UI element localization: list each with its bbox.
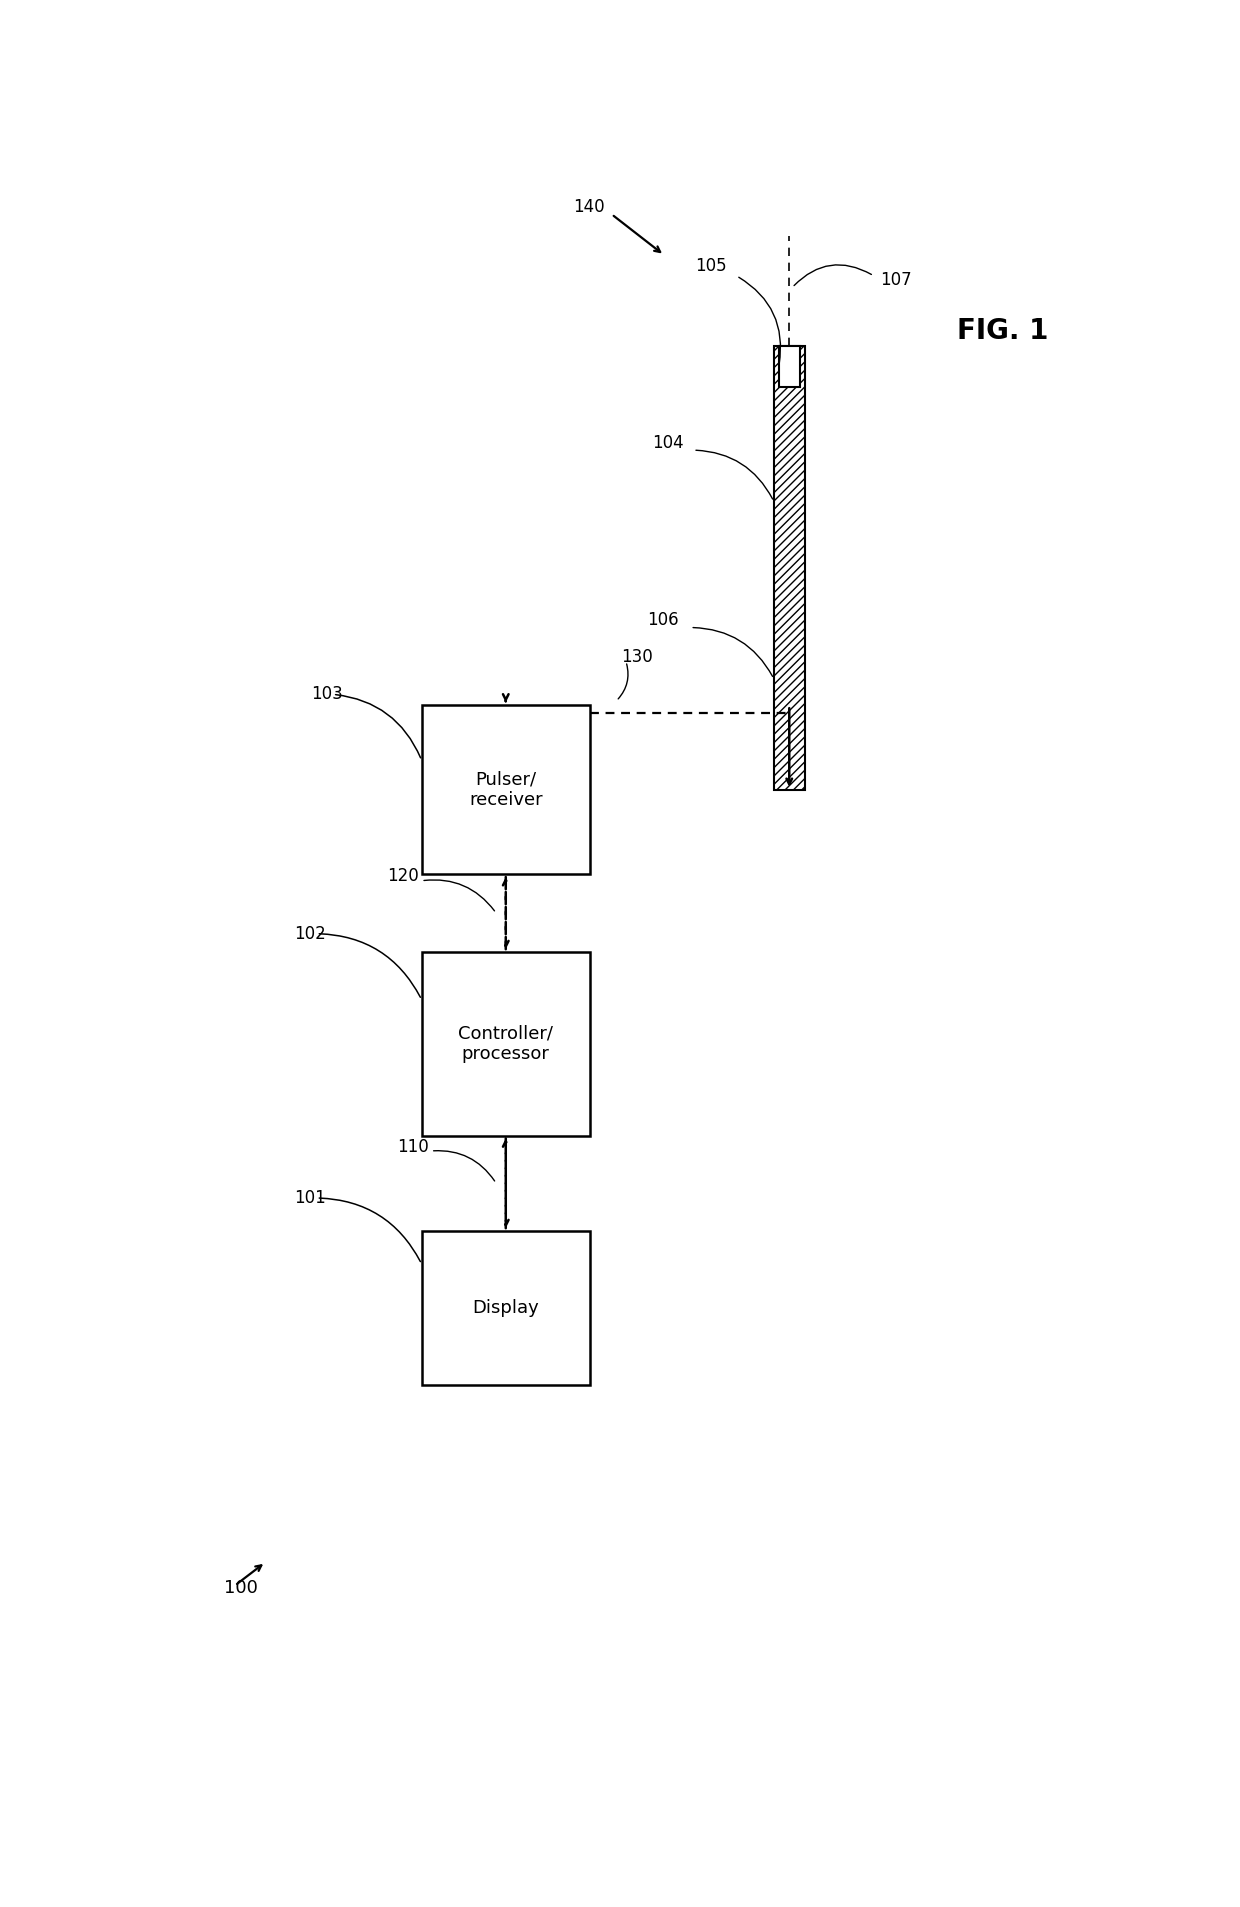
Text: 110: 110 xyxy=(397,1138,429,1156)
Text: FIG. 1: FIG. 1 xyxy=(957,317,1049,345)
Text: 101: 101 xyxy=(294,1188,326,1207)
Bar xyxy=(774,347,805,789)
Text: 120: 120 xyxy=(388,868,419,885)
Text: 106: 106 xyxy=(647,610,678,629)
Bar xyxy=(422,706,590,873)
Text: 107: 107 xyxy=(880,271,913,290)
Bar xyxy=(779,347,800,387)
Text: Pulser/
receiver: Pulser/ receiver xyxy=(469,770,543,809)
Text: 102: 102 xyxy=(294,925,326,942)
Bar xyxy=(422,1232,590,1384)
Text: 130: 130 xyxy=(621,648,652,666)
Text: 103: 103 xyxy=(311,685,342,704)
Text: Display: Display xyxy=(472,1299,539,1318)
Text: 100: 100 xyxy=(224,1579,258,1598)
Bar xyxy=(422,952,590,1135)
Text: Controller/
processor: Controller/ processor xyxy=(459,1024,553,1064)
Text: 104: 104 xyxy=(652,433,683,452)
Text: 105: 105 xyxy=(696,257,727,275)
Text: 140: 140 xyxy=(573,198,605,215)
